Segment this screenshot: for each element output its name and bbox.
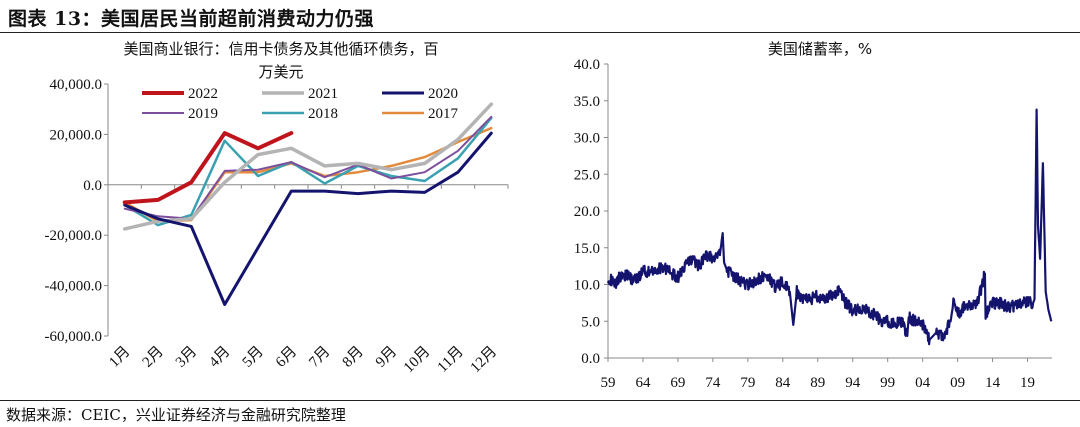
legend-label-2017: 2017 bbox=[428, 106, 459, 122]
left-x-tick-label: 8月 bbox=[340, 344, 367, 371]
left-y-tick-label: -20,000.0 bbox=[45, 228, 103, 244]
left-y-tick-label: 20,000.0 bbox=[50, 127, 103, 143]
charts-canvas: 美国商业银行：信用卡债务及其他循环债务，百 万美元 40,000.0 20,000… bbox=[45, 40, 1053, 391]
right-x-tick-label: 09 bbox=[950, 375, 965, 391]
left-x-tick-label: 5月 bbox=[240, 344, 267, 371]
left-chart-title-line2: 万美元 bbox=[258, 63, 303, 81]
bottom-rule bbox=[0, 400, 1080, 401]
left-x-tick-label: 3月 bbox=[173, 344, 200, 371]
top-rule bbox=[0, 32, 1080, 33]
left-chart-title-line1: 美国商业银行：信用卡债务及其他循环债务，百 bbox=[123, 40, 438, 58]
series-line-2021 bbox=[122, 102, 494, 231]
left-x-tick-label: 7月 bbox=[306, 344, 333, 371]
right-y-tick-label: 40.0 bbox=[574, 57, 600, 73]
right-y-axis-ticks: 40.0 35.0 30.0 25.0 20.0 15.0 10.0 5.0 0.0 bbox=[574, 57, 608, 367]
left-y-tick-label: -60,000.0 bbox=[45, 329, 103, 345]
right-x-tick-label: 19 bbox=[1020, 375, 1035, 391]
source-note: 数据来源：CEIC，兴业证券经济与金融研究院整理 bbox=[6, 406, 346, 424]
left-x-tick-label: 11月 bbox=[435, 344, 467, 376]
left-x-tick-label: 6月 bbox=[273, 344, 300, 371]
left-series-group bbox=[122, 102, 494, 306]
legend-label-2021: 2021 bbox=[308, 86, 338, 102]
right-y-tick-label: 5.0 bbox=[581, 314, 600, 330]
savings-rate-line bbox=[606, 108, 1053, 346]
left-y-axis-ticks: 40,000.0 20,000.0 0.0 -20,000.0 -40,000.0 -60… bbox=[45, 77, 108, 345]
right-x-tick-label: 94 bbox=[845, 375, 861, 391]
right-x-tick-label: 64 bbox=[635, 375, 651, 391]
right-y-tick-label: 30.0 bbox=[574, 131, 600, 147]
figure-title: 图表 13：美国居民当前超前消费动力仍强 bbox=[8, 8, 375, 30]
savings-rate-chart: 美国储蓄率，% 40.0 35.0 30.0 25.0 20.0 15.0 10.0 5.0 0… bbox=[574, 40, 1053, 391]
right-x-tick-label: 04 bbox=[915, 375, 931, 391]
series-line-2020 bbox=[123, 131, 493, 306]
series-line-2019 bbox=[123, 115, 493, 220]
left-y-tick-label: 0.0 bbox=[83, 178, 102, 194]
legend-label-2019: 2019 bbox=[188, 106, 218, 122]
right-x-tick-label: 99 bbox=[880, 375, 895, 391]
right-x-tick-label: 69 bbox=[670, 375, 685, 391]
right-series-group bbox=[606, 108, 1053, 346]
series-line-2022 bbox=[122, 131, 294, 205]
right-x-tick-label: 84 bbox=[775, 375, 791, 391]
left-x-tick-label: 1月 bbox=[106, 344, 133, 371]
right-y-tick-label: 25.0 bbox=[574, 167, 600, 183]
left-x-axis-ticks: 1月 2月 3月 4月 5月 6月 7月 8月 9月 10月 11月 12月 bbox=[106, 184, 509, 377]
right-y-tick-label: 15.0 bbox=[574, 241, 600, 257]
left-x-tick-label: 9月 bbox=[373, 344, 400, 371]
right-x-tick-label: 79 bbox=[740, 375, 755, 391]
right-y-tick-label: 35.0 bbox=[574, 94, 600, 110]
credit-card-debt-chart: 美国商业银行：信用卡债务及其他循环债务，百 万美元 40,000.0 20,000… bbox=[45, 40, 509, 376]
legend-label-2018: 2018 bbox=[308, 106, 338, 122]
legend-label-2020: 2020 bbox=[428, 86, 458, 102]
right-x-axis-ticks: 59 64 69 74 79 84 89 94 99 04 09 14 19 bbox=[601, 358, 1035, 391]
left-x-tick-label: 12月 bbox=[468, 344, 501, 377]
right-y-tick-label: 0.0 bbox=[581, 351, 600, 367]
right-y-tick-label: 10.0 bbox=[574, 278, 600, 294]
legend-label-2022: 2022 bbox=[188, 86, 218, 102]
series-line-2017 bbox=[123, 126, 493, 223]
series-line-2018 bbox=[123, 116, 493, 227]
left-y-tick-label: 40,000.0 bbox=[50, 77, 103, 93]
right-x-tick-label: 74 bbox=[705, 375, 721, 391]
left-x-tick-label: 2月 bbox=[140, 344, 167, 371]
left-legend: 2022 2021 2020 2019 2018 2017 bbox=[142, 86, 459, 122]
right-x-tick-label: 14 bbox=[985, 375, 1001, 391]
right-x-tick-label: 59 bbox=[601, 375, 616, 391]
left-y-tick-label: -40,000.0 bbox=[45, 279, 103, 295]
left-x-tick-label: 10月 bbox=[401, 344, 434, 377]
right-x-tick-label: 89 bbox=[810, 375, 825, 391]
left-x-tick-label: 4月 bbox=[206, 344, 233, 371]
right-chart-title: 美国储蓄率，% bbox=[768, 40, 872, 58]
right-y-tick-label: 20.0 bbox=[574, 204, 600, 220]
